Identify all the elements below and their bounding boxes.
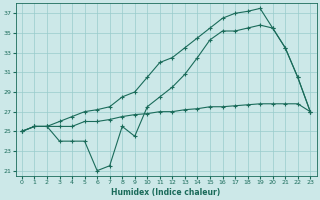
X-axis label: Humidex (Indice chaleur): Humidex (Indice chaleur) bbox=[111, 188, 221, 197]
